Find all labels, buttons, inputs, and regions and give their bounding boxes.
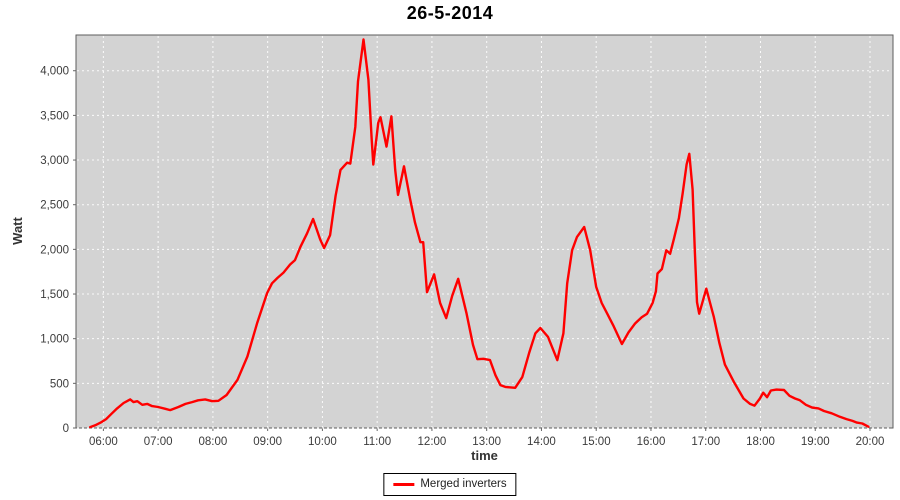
plot-background xyxy=(75,34,894,429)
y-tick-label: 3,500 xyxy=(40,110,69,122)
legend-line-swatch xyxy=(393,483,415,486)
x-tick-label: 19:00 xyxy=(801,436,830,448)
y-tick-label: 3,000 xyxy=(40,155,69,167)
y-axis-label: Watt xyxy=(10,217,25,245)
y-tick-label: 2,500 xyxy=(40,200,69,212)
x-tick-label: 18:00 xyxy=(746,436,775,448)
legend: Merged inverters xyxy=(383,473,517,496)
x-tick-label: 17:00 xyxy=(691,436,720,448)
y-tick-label: 0 xyxy=(63,423,69,435)
series-line-merged-inverters xyxy=(89,38,870,429)
legend-label: Merged inverters xyxy=(420,478,507,490)
x-axis-label: time xyxy=(471,448,498,463)
y-tick-label: 2,000 xyxy=(40,244,69,256)
y-tick-label: 500 xyxy=(50,378,69,390)
x-tick-label: 08:00 xyxy=(199,436,228,448)
x-tick-label: 16:00 xyxy=(637,436,666,448)
x-tick-label: 09:00 xyxy=(253,436,282,448)
y-tick-label: 1,500 xyxy=(40,289,69,301)
x-tick-label: 10:00 xyxy=(308,436,337,448)
x-tick-label: 07:00 xyxy=(144,436,173,448)
y-tick-label: 1,000 xyxy=(40,334,69,346)
x-tick-label: 20:00 xyxy=(856,436,885,448)
chart-title: 26-5-2014 xyxy=(406,3,494,23)
x-tick-label: 11:00 xyxy=(363,436,391,448)
plot-area: 06:00 07:00 08:00 09:00 10:00 11:00 12:00 13:00… xyxy=(40,34,894,448)
y-tick-label: 4,000 xyxy=(40,66,69,78)
x-tick-label: 12:00 xyxy=(418,436,447,448)
x-tick-label: 06:00 xyxy=(89,436,118,448)
x-tick-label: 14:00 xyxy=(527,436,556,448)
x-tick-label: 15:00 xyxy=(582,436,611,448)
x-tick-label: 13:00 xyxy=(472,436,501,448)
